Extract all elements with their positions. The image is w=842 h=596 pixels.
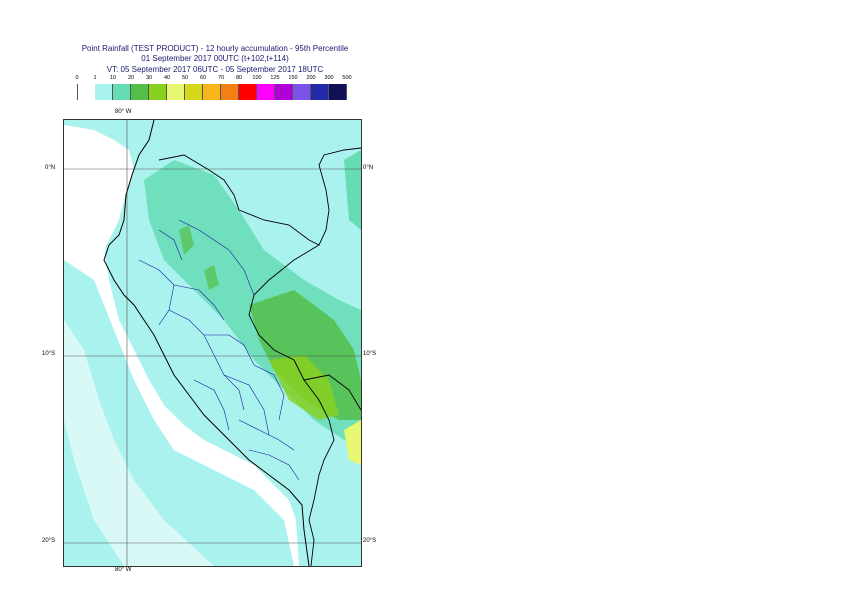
- legend-colour-box: [131, 84, 149, 100]
- validity-time: VT: 05 September 2017 06UTC - 05 Septemb…: [106, 65, 324, 74]
- rain-field-20mm: [249, 290, 361, 420]
- lat-label-left-20: 20°S: [42, 538, 56, 544]
- lat-label-left-0: 0°N: [45, 165, 56, 171]
- legend-colour-box: [275, 84, 293, 100]
- legend-threshold-label: 1: [93, 75, 97, 81]
- lon-label-bottom: 80° W: [115, 567, 132, 573]
- legend-threshold-label: 20: [127, 75, 135, 81]
- legend-threshold-label: 50: [181, 75, 189, 81]
- rain-field-10mm-east: [344, 150, 361, 230]
- lat-label-right-10: 10°S: [363, 351, 377, 357]
- legend-colour-box: [329, 84, 347, 100]
- legend-colour-box: [149, 84, 167, 100]
- legend-threshold-label: 80: [235, 75, 243, 81]
- rain-field-40mm: [344, 420, 361, 465]
- legend-threshold-label: 300: [324, 75, 334, 81]
- rain-spot-b: [204, 265, 219, 290]
- department-borders: [138, 219, 300, 481]
- lat-label-right-0: 0°N: [363, 165, 374, 171]
- dry-sea-band: [64, 320, 214, 566]
- legend-colour-box: [167, 84, 185, 100]
- legend-threshold-label: 500: [342, 75, 352, 81]
- legend-threshold-label: 60: [199, 75, 207, 81]
- forecast-base-time: 01 September 2017 00UTC (t+102,t+114): [141, 54, 289, 63]
- legend-threshold-label: 30: [145, 75, 153, 81]
- colour-legend: 0 1 10 20 30 40 50 60 70 80 100 125 150 200 300 500: [75, 75, 352, 103]
- lat-label-left-10: 10°S: [42, 351, 56, 357]
- border-chile: [308, 519, 315, 566]
- legend-threshold-label: 40: [163, 75, 171, 81]
- border-peru-brazil: [248, 244, 335, 521]
- legend-colour-box: [239, 84, 257, 100]
- rain-field-30mm: [269, 355, 339, 420]
- legend-threshold-label: 125: [270, 75, 280, 81]
- legend-threshold-label: 150: [288, 75, 298, 81]
- legend-colour-box: [95, 84, 113, 100]
- coastline: [103, 120, 310, 566]
- border-peru-colombia: [238, 147, 361, 246]
- chart-title: Point Rainfall (TEST PRODUCT) - 12 hourl…: [81, 44, 349, 53]
- legend-colour-box: [203, 84, 221, 100]
- legend-threshold-label: 200: [306, 75, 316, 81]
- legend-colour-box: [77, 84, 96, 100]
- legend-threshold-label: 70: [217, 75, 225, 81]
- lat-label-right-20: 20°S: [363, 538, 377, 544]
- legend-colour-box: [311, 84, 329, 100]
- rain-field-1mm: [64, 120, 361, 566]
- lon-label-top: 80° W: [115, 109, 132, 115]
- dry-sea-area: [64, 130, 119, 260]
- legend-colour-box: [113, 84, 131, 100]
- legend-threshold-label: 0: [75, 75, 79, 81]
- border-ecuador-colombia: [158, 154, 240, 211]
- rainfall-map: [63, 119, 362, 567]
- legend-colour-box: [257, 84, 275, 100]
- legend-threshold-label: 10: [109, 75, 117, 81]
- rain-spot-a: [179, 225, 194, 255]
- legend-colour-box: [185, 84, 203, 100]
- legend-colour-box: [293, 84, 311, 100]
- legend-threshold-label: 100: [252, 75, 262, 81]
- border-bolivia: [303, 374, 361, 411]
- legend-colour-box: [221, 84, 239, 100]
